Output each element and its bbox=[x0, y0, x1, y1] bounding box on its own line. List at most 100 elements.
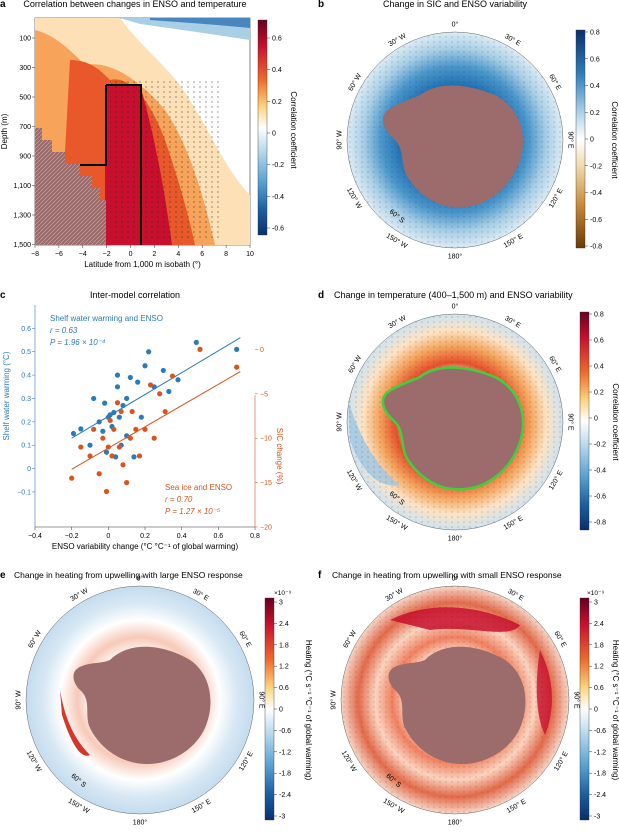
map-b bbox=[346, 31, 564, 249]
point-sea-ice bbox=[91, 426, 97, 432]
point-sea-ice bbox=[147, 382, 154, 388]
panel-a-letter: a bbox=[0, 0, 6, 10]
analysis-box bbox=[80, 84, 142, 245]
x-tick-label: −4 bbox=[79, 251, 87, 258]
colorbar-tick-label: 0 bbox=[590, 137, 594, 144]
significance-stipple bbox=[110, 80, 220, 240]
colorbar-tick-label: -0.6 bbox=[590, 217, 602, 224]
point-shelf-warming bbox=[160, 367, 166, 374]
y-axis-label-right: SIC change (%) bbox=[275, 428, 284, 485]
panel-e: e Change in heating from upwelling with … bbox=[0, 570, 313, 827]
point-shelf-warming bbox=[124, 395, 130, 402]
y-tick-label-left: 0 bbox=[27, 466, 31, 473]
colorbar-tick-label: 0.6 bbox=[594, 338, 604, 345]
x-tick-label: −2 bbox=[103, 251, 111, 258]
colorbar-b-ticks: 0.8 0.6 0.4 0.2 0 -0.2 -0.4 -0.6 -0.8 bbox=[585, 30, 602, 251]
scatter-plot: −0.4 −0.2 0 0.2 0.4 0.6 0.8 0.6 0.5 0.4 0.3 0.2 0.1 0… bbox=[2, 305, 284, 551]
y-tick-label: 1,500 bbox=[13, 242, 31, 249]
point-sea-ice bbox=[157, 391, 163, 397]
colorbar-tick-label: 0.6 bbox=[590, 56, 600, 63]
point-sea-ice bbox=[127, 435, 133, 441]
y-tick-label: 300 bbox=[19, 65, 31, 72]
point-sea-ice bbox=[111, 426, 117, 432]
x-tick-label: 6 bbox=[200, 251, 204, 258]
colorbar-tick-label: -2.4 bbox=[594, 792, 606, 799]
point-sea-ice bbox=[151, 435, 157, 441]
fit-line-shelf-warming bbox=[71, 337, 241, 439]
panel-f-title: Change in heating from upwelling with sm… bbox=[332, 570, 562, 580]
longitude-label: 90° E bbox=[258, 691, 266, 709]
point-sea-ice bbox=[100, 435, 106, 441]
y-tick-label: 1,300 bbox=[13, 213, 31, 220]
colorbar-tick-label: -2.4 bbox=[279, 792, 291, 799]
y-tick-label-left: 0.3 bbox=[21, 396, 31, 403]
point-shelf-warming bbox=[166, 388, 172, 395]
point-sea-ice bbox=[69, 475, 75, 481]
panel-a-axes: −8 −6 −4 −2 0 2 4 6 8 10 100 300 500 700 900 1,100 1,300… bbox=[0, 36, 254, 270]
point-shelf-warming bbox=[127, 374, 133, 381]
longitude-label: 90° W bbox=[15, 690, 23, 710]
point-sea-ice bbox=[234, 364, 240, 370]
colorbar-e bbox=[264, 597, 275, 821]
colorbar-tick-label: 0.8 bbox=[590, 30, 600, 37]
colorbar-d-ticks: 0.8 0.6 0.4 0.2 0 -0.2 -0.4 -0.6 -0.8 bbox=[589, 312, 606, 527]
colorbar-f-exponent: ×10⁻⁹ bbox=[587, 590, 604, 597]
point-shelf-warming bbox=[193, 339, 199, 345]
colorbar-tick-label: 0 bbox=[279, 707, 283, 714]
colorbar-f bbox=[579, 597, 590, 821]
colorbar-tick-label: 1.2 bbox=[594, 664, 604, 671]
colorbar-e-exponent: ×10⁻⁹ bbox=[274, 590, 291, 597]
panel-a: a Correlation between changes in ENSO an… bbox=[0, 0, 298, 269]
longitude-label: 90° E bbox=[567, 413, 575, 431]
panel-c: c Inter-model correlation −0.4 −0.2 0 0.2 0.… bbox=[0, 290, 284, 551]
y-tick-label-left: −0.1 bbox=[17, 489, 31, 496]
legend-shelf-warming-p: P = 1.96 × 10⁻⁴ bbox=[50, 338, 106, 347]
colorbar-e-label: Heating (°C s⁻¹ °C⁻¹ of global warming) bbox=[304, 640, 313, 781]
colorbar-tick-label: -3 bbox=[279, 814, 285, 821]
point-sea-ice bbox=[136, 453, 143, 459]
colorbar-tick-label: 0.4 bbox=[272, 67, 282, 74]
colorbar-tick-label: -0.4 bbox=[594, 468, 606, 475]
y-axis-label-left: Shelf water warming (°C) bbox=[2, 351, 11, 440]
y-tick-label: 100 bbox=[19, 36, 31, 43]
colorbar-tick-label: -0.4 bbox=[590, 190, 602, 197]
colorbar-tick-label: 1.8 bbox=[594, 642, 604, 649]
point-sea-ice bbox=[116, 444, 122, 450]
x-tick-label: 0 bbox=[129, 251, 133, 258]
legend-sea-ice: Sea ice and ENSO bbox=[165, 483, 232, 492]
longitude-label: 0° bbox=[452, 21, 459, 29]
colorbar-tick-label: 0.6 bbox=[279, 685, 289, 692]
panel-b: b Change in SIC and ENSO variability 0°3… bbox=[318, 0, 619, 261]
x-tick-label: 0.4 bbox=[177, 533, 187, 540]
colorbar-tick-label: 3 bbox=[279, 600, 283, 607]
point-shelf-warming bbox=[114, 372, 121, 378]
colorbar-tick-label: -3 bbox=[594, 814, 600, 821]
y-tick-label: 900 bbox=[19, 154, 31, 161]
legend-shelf-warming: Shelf water warming and ENSO bbox=[50, 314, 163, 323]
colorbar-tick-label: -0.6 bbox=[272, 226, 284, 233]
colorbar-tick-label: -0.8 bbox=[594, 520, 606, 527]
legend-sea-ice-p: P = 1.27 × 10⁻⁵ bbox=[165, 507, 221, 516]
longitude-label: 180° bbox=[448, 535, 463, 543]
point-shelf-warming bbox=[138, 414, 144, 420]
x-axis-label: ENSO variability change (°C °C⁻¹ of glob… bbox=[52, 542, 239, 551]
colorbar-d bbox=[579, 311, 590, 531]
point-shelf-warming bbox=[114, 384, 121, 390]
point-shelf-warming bbox=[175, 377, 181, 383]
colorbar-tick-label: 0 bbox=[594, 416, 598, 423]
y-tick-label: 500 bbox=[19, 95, 31, 102]
point-sea-ice bbox=[129, 408, 135, 415]
colorbar-tick-label: 0.2 bbox=[272, 99, 282, 106]
y-tick-label-right: −10 bbox=[260, 436, 272, 443]
point-shelf-warming bbox=[103, 449, 110, 455]
y-tick-label-right: 0 bbox=[260, 347, 264, 354]
colorbar-tick-label: 0 bbox=[272, 131, 276, 138]
colorbar-e-ticks: 3 2.4 1.8 1.2 0.6 0 -0.6 -1.2 -1.8 -2.4 -3 bbox=[274, 600, 291, 821]
antarctica-d bbox=[381, 366, 525, 491]
x-tick-label: 8 bbox=[224, 251, 228, 258]
colorbar-tick-label: 0.4 bbox=[590, 83, 600, 90]
colorbar-f-ticks: 3 2.4 1.8 1.2 0.6 0 -0.6 -1.2 -1.8 -2.4 -3 bbox=[589, 600, 606, 821]
point-sea-ice bbox=[103, 488, 110, 495]
colorbar-f-label: Heating (°C s⁻¹ °C⁻¹ of global warming) bbox=[611, 640, 619, 781]
